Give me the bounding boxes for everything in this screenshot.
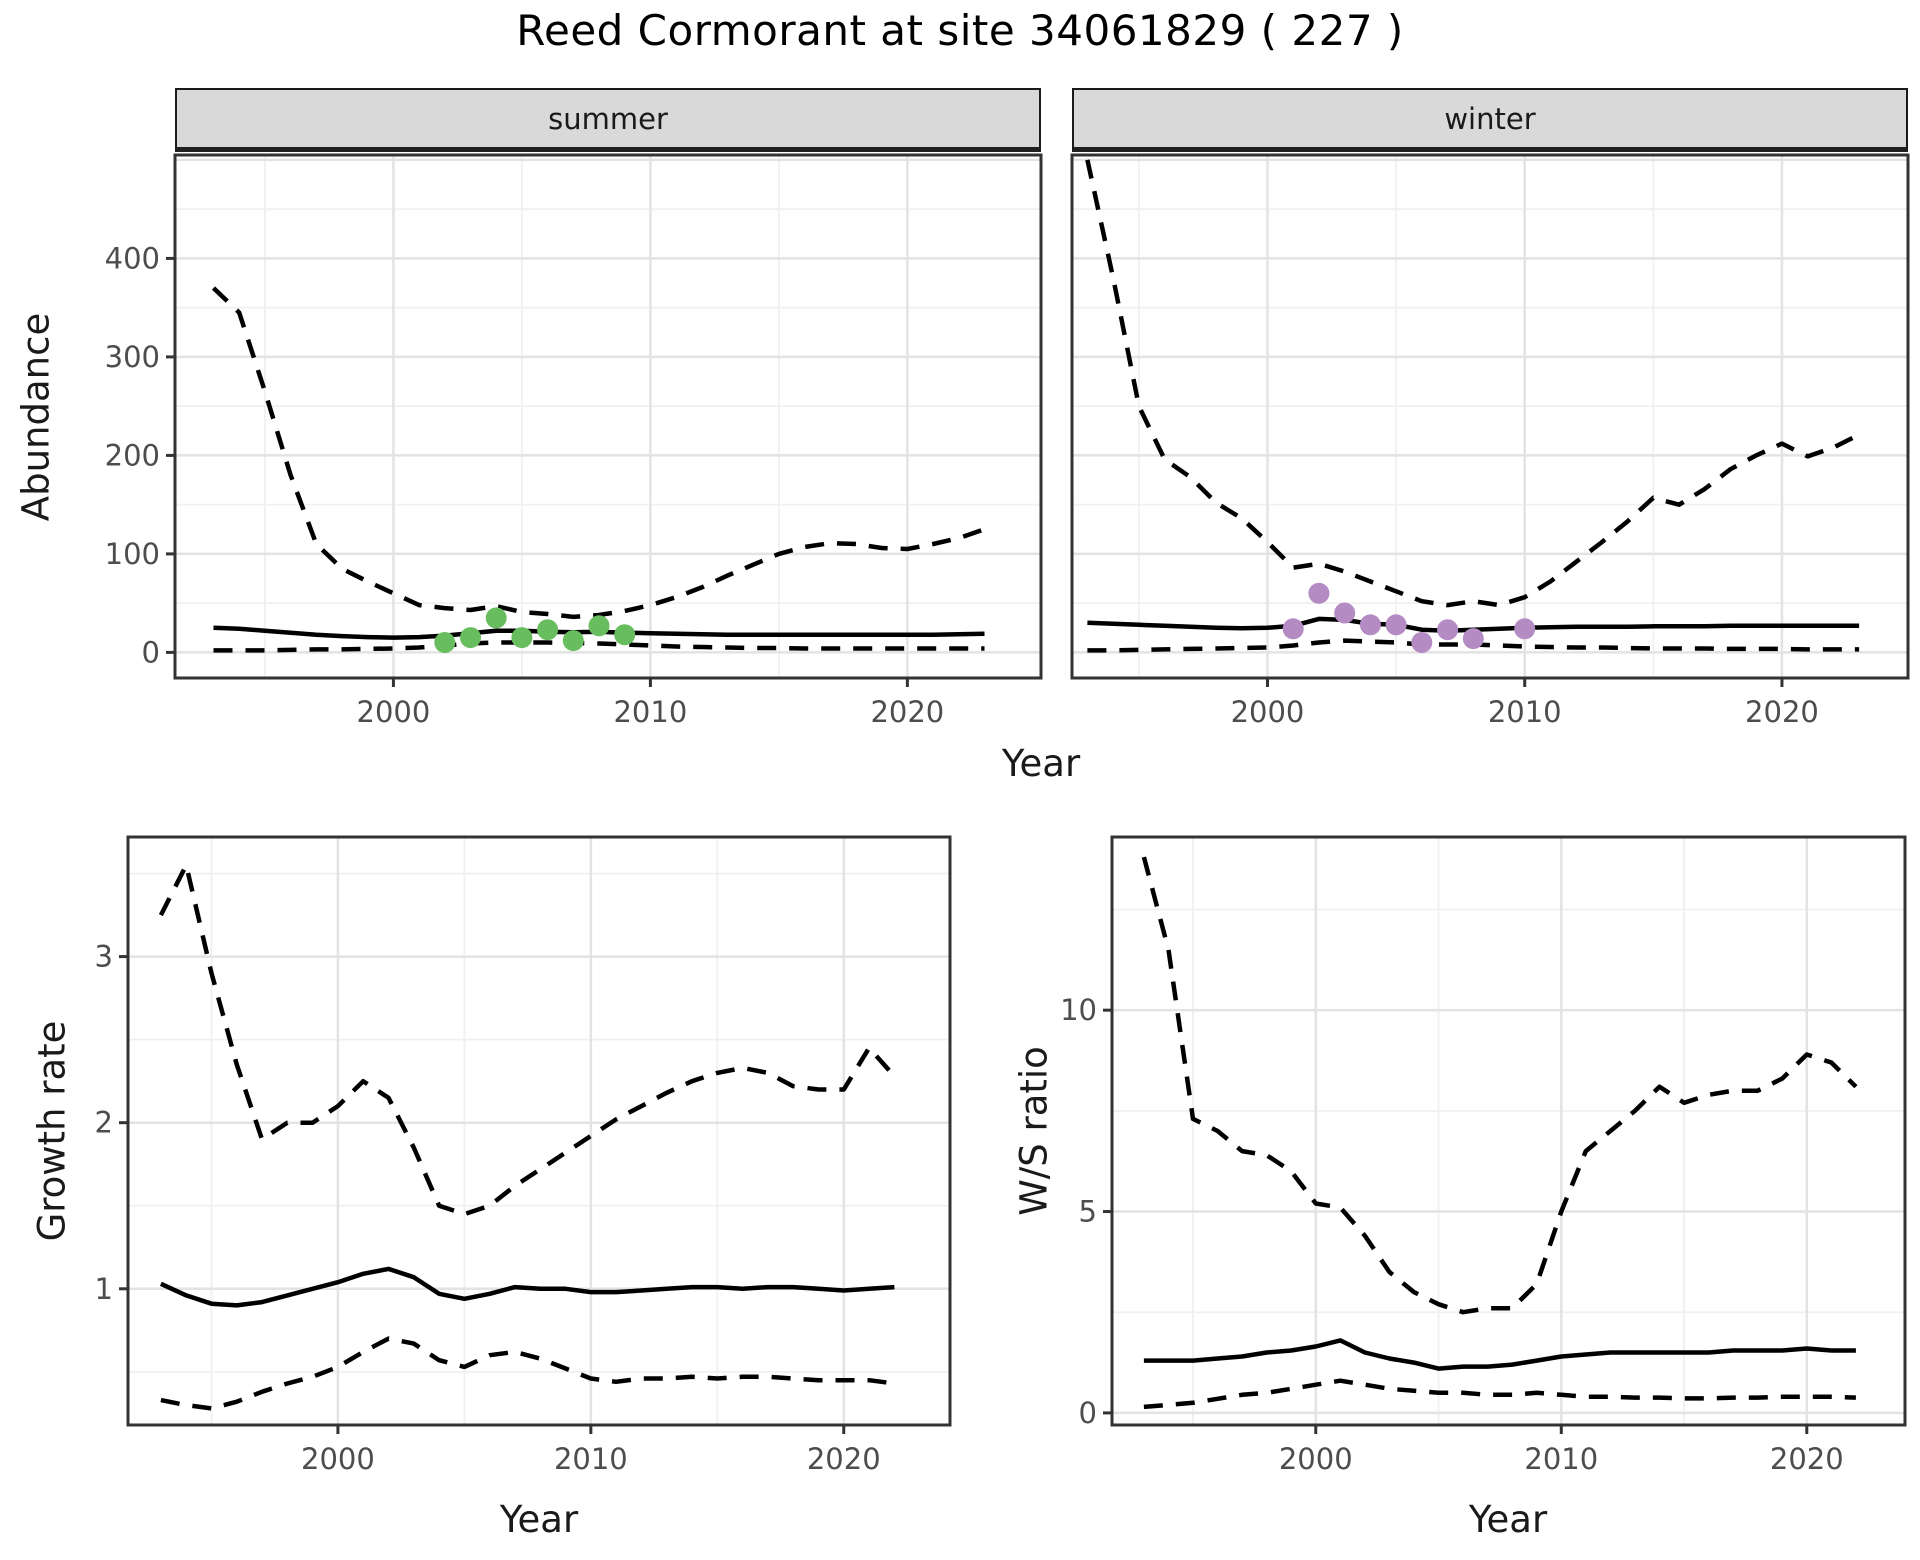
observation-point [1411,632,1433,653]
panel-background [128,837,950,1425]
page-title: Reed Cormorant at site 34061829 ( 227 ) [516,6,1404,55]
x-tick-label: 2020 [1745,695,1819,729]
x-tick-label: 2010 [1488,695,1562,729]
upper-ci-line [158,862,897,1217]
x-axis-title-year-ws: Year [1468,1498,1548,1541]
panel-border [1110,835,1907,1427]
y-tick-label: 2 [95,1106,113,1140]
facet-strip-label-summer: summer [548,101,668,136]
y-tick-label: 400 [105,241,160,275]
x-axis-title-year-growth: Year [499,1498,579,1541]
x-tick-label: 2020 [870,695,944,729]
observation-point [1308,582,1330,604]
x-tick-label: 2000 [301,1442,375,1476]
panel-background [175,155,1041,678]
x-tick-label: 2010 [1524,1442,1598,1476]
upper-ci-line [211,286,986,620]
upper-ci-line [1141,856,1858,1315]
y-tick-label: 100 [105,537,160,571]
observation-point [434,632,456,653]
observation-point [562,630,584,652]
panel-border [173,153,1043,680]
observation-point [614,624,636,646]
lower-ci-line [160,1336,895,1411]
panel-ws-ratio: 2000 2010 2020 0 5 10 [1060,835,1907,1476]
y-tick-label: 0 [142,635,160,669]
x-tick-label: 2020 [1770,1442,1844,1476]
lower-ci-line [1143,1378,1856,1410]
x-axis-title-year-top: Year [1001,742,1081,785]
panel-winter: 2000 2010 2020 [1070,153,1910,729]
x-tick-label: 2000 [1279,1442,1353,1476]
observation-point [537,619,559,641]
y-tick-label: 300 [105,340,160,374]
y-axis-title-abundance: Abundance [14,312,58,522]
y-tick-label: 3 [95,940,113,974]
panel-background [1072,155,1908,678]
x-tick-label: 2020 [807,1442,881,1476]
y-axis-title-ws-ratio: W/S ratio [1012,1046,1056,1216]
median-line [1143,1338,1856,1371]
observation-point [1462,628,1484,650]
observation-point [1437,619,1459,641]
lower-ci-line [213,640,985,653]
y-tick-label: 0 [1079,1396,1097,1430]
facet-strip-summer: summer [175,88,1041,152]
observation-point [460,627,481,649]
observation-point [588,615,610,637]
y-tick-label: 1 [95,1272,113,1306]
x-tick-label: 2000 [357,695,431,729]
x-tick-label: 2000 [1231,695,1305,729]
facet-strip-label-winter: winter [1444,101,1536,136]
observation-point [1334,602,1356,624]
upper-ci-line [1085,159,1861,608]
observation-point [1282,618,1304,640]
y-tick-label: 10 [1060,993,1097,1027]
x-tick-label: 2010 [554,1442,628,1476]
y-tick-label: 200 [105,438,160,472]
median-line [159,1266,895,1308]
observation-point [1514,618,1536,640]
panel-growth-rate: 2000 2010 2020 1 2 3 [95,835,952,1476]
x-tick-label: 2010 [613,695,687,729]
panel-summer: 2000 2010 2020 0 100 200 300 400 [105,153,1043,729]
observation-point [511,627,533,649]
panel-border [126,835,952,1427]
observation-point [485,607,507,629]
panel-border [1070,153,1910,680]
facet-strip-winter: winter [1072,88,1908,152]
y-axis-title-growth-rate: Growth rate [30,1020,74,1242]
observation-point [1359,614,1381,636]
observation-point [1385,614,1407,636]
y-tick-label: 5 [1079,1195,1097,1229]
panel-background [1112,837,1905,1425]
